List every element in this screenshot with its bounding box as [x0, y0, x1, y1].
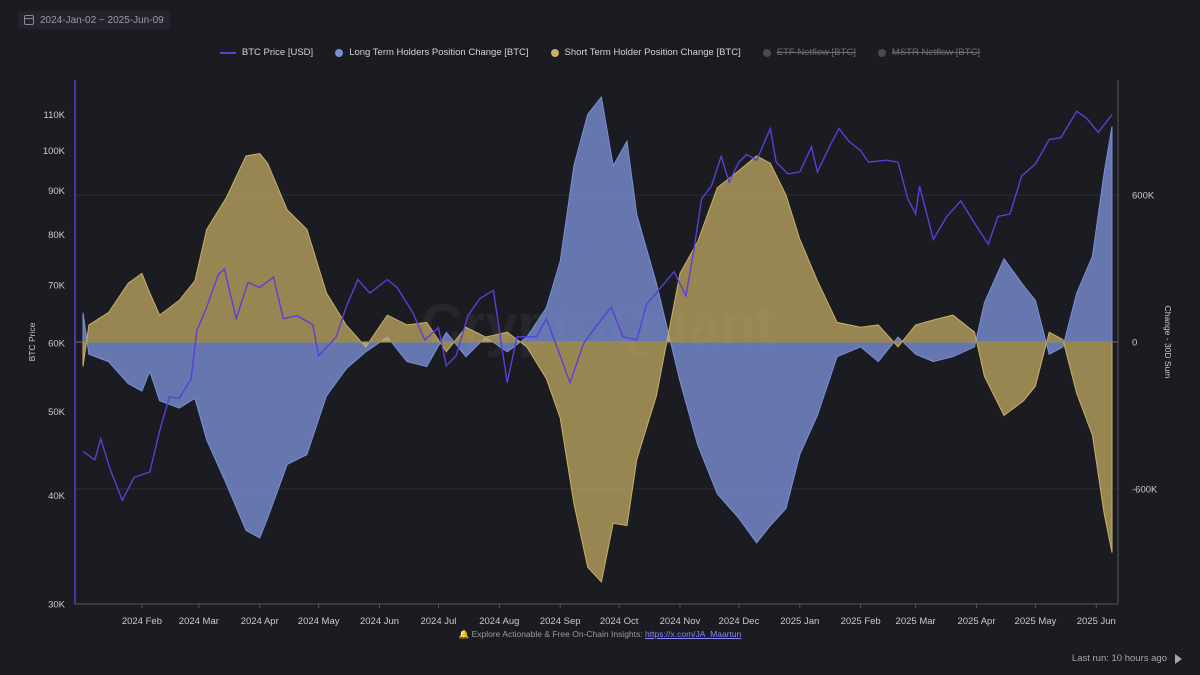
footer-note-prefix: 🔔 Explore Actionable & Free On-Chain Ins…	[458, 629, 645, 639]
left-tick-label: 70K	[48, 280, 66, 291]
left-tick-label: 80K	[48, 230, 66, 241]
x-tick-label: 2024 Mar	[179, 616, 219, 627]
x-tick-label: 2024 Sep	[540, 616, 581, 627]
legend-item-0[interactable]: BTC Price [USD]	[219, 47, 314, 58]
legend-label: BTC Price [USD]	[241, 47, 314, 58]
legend-dot-marker	[335, 48, 344, 57]
right-axis-title: Change - 30D Sum	[1163, 306, 1173, 379]
x-tick-label: 2024 Oct	[600, 616, 639, 627]
footer-note: 🔔 Explore Actionable & Free On-Chain Ins…	[0, 629, 1200, 640]
legend-dot-marker	[762, 48, 771, 57]
x-tick-label: 2024 Jun	[360, 616, 399, 627]
legend-label: Short Term Holder Position Change [BTC]	[564, 47, 741, 58]
legend-label: MSTR Netflow [BTC]	[891, 47, 981, 58]
date-range-label: 2024-Jan-02 ~ 2025-Jun-09	[40, 14, 164, 26]
legend-line-marker	[219, 51, 236, 54]
last-run-label: Last run: 10 hours ago	[1071, 653, 1167, 664]
last-run-status: Last run: 10 hours ago	[1072, 653, 1182, 664]
legend-dot-marker	[550, 48, 559, 57]
x-tick-label: 2025 Jan	[780, 616, 819, 627]
right-tick-label: -600K	[1132, 484, 1158, 495]
left-tick-label: 60K	[48, 338, 66, 349]
legend: BTC Price [USD] Long Term Holders Positio…	[0, 47, 1200, 58]
left-tick-label: 40K	[48, 491, 66, 502]
date-range-picker[interactable]: 2024-Jan-02 ~ 2025-Jun-09	[18, 11, 170, 29]
x-tick-label: 2025 Jun	[1077, 616, 1116, 627]
x-tick-label: 2025 Mar	[896, 616, 936, 627]
x-tick-label: 2024 Apr	[241, 616, 279, 627]
left-tick-label: 30K	[48, 600, 66, 611]
calendar-icon	[24, 15, 34, 25]
x-tick-label: 2024 May	[298, 616, 340, 627]
x-tick-label: 2025 Feb	[841, 616, 881, 627]
left-tick-label: 110K	[44, 110, 66, 121]
left-axis-title: BTC Price	[27, 322, 37, 361]
legend-label: Long Term Holders Position Change [BTC]	[349, 47, 529, 58]
x-tick-label: 2024 Nov	[660, 616, 701, 627]
legend-dot-marker	[877, 48, 886, 57]
x-tick-label: 2024 Feb	[122, 616, 162, 627]
right-tick-label: 0	[1132, 338, 1137, 349]
right-tick-label: 600K	[1132, 191, 1155, 202]
play-icon[interactable]	[1175, 653, 1182, 664]
x-tick-label: 2025 Apr	[957, 616, 995, 627]
left-tick-label: 90K	[48, 186, 66, 197]
legend-item-1[interactable]: Long Term Holders Position Change [BTC]	[335, 47, 529, 58]
series-area-1	[82, 152, 1113, 584]
legend-item-3[interactable]: ETF Netflow [BTC]	[762, 47, 856, 58]
x-tick-label: 2024 Dec	[719, 616, 760, 627]
series-area-0	[82, 95, 1113, 544]
legend-item-2[interactable]: Short Term Holder Position Change [BTC]	[550, 47, 741, 58]
left-tick-label: 100K	[43, 146, 66, 157]
footer-link[interactable]: https://x.com/JA_Maartun	[644, 629, 742, 639]
left-tick-label: 50K	[48, 407, 66, 418]
x-tick-label: 2024 Aug	[479, 616, 519, 627]
legend-item-4[interactable]: MSTR Netflow [BTC]	[877, 47, 981, 58]
x-tick-label: 2025 May	[1015, 616, 1057, 627]
price-line	[82, 110, 1113, 503]
legend-label: ETF Netflow [BTC]	[776, 47, 856, 58]
x-tick-label: 2024 Jul	[420, 616, 456, 627]
